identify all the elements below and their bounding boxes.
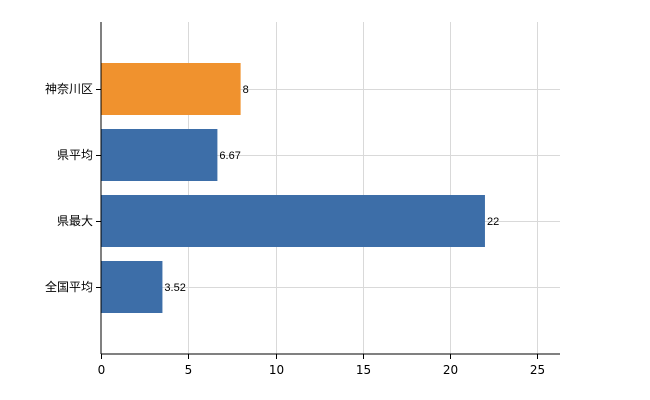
- data-label: 8: [243, 84, 249, 96]
- bar: [101, 129, 218, 181]
- data-label: 3.52: [164, 282, 185, 294]
- x-tick-label: 10: [269, 363, 284, 377]
- category-label: 県平均: [57, 148, 93, 162]
- x-tick-label: 0: [98, 363, 106, 377]
- x-tick-label: 20: [443, 363, 458, 377]
- category-label: 神奈川区: [45, 82, 93, 96]
- x-tick-label: 15: [356, 363, 371, 377]
- data-label: 6.67: [219, 150, 240, 162]
- labels: 0 5 10 15 20 25 神奈川区 8 県平均 6.67 県最大 22 全国平均 3.52: [45, 82, 545, 377]
- category-label: 県最大: [57, 214, 93, 228]
- bars: [101, 63, 485, 313]
- category-label: 全国平均: [45, 279, 93, 294]
- bar: [101, 63, 241, 115]
- axes: [96, 22, 560, 359]
- x-tick-label: 25: [530, 363, 545, 377]
- bar: [101, 261, 163, 313]
- x-tick-label: 5: [185, 363, 193, 377]
- bar: [101, 195, 485, 247]
- data-label: 22: [487, 216, 499, 228]
